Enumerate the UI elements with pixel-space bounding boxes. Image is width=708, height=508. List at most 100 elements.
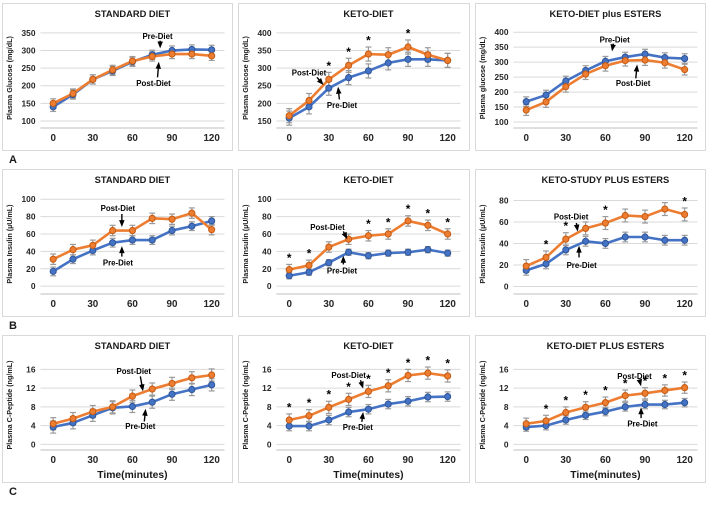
svg-text:80: 80 (263, 212, 273, 222)
svg-text:350: 350 (494, 42, 508, 52)
svg-text:80: 80 (499, 195, 509, 205)
svg-text:Pre-Diet: Pre-Diet (327, 101, 357, 110)
svg-text:100: 100 (22, 116, 36, 126)
svg-text:90: 90 (167, 133, 178, 144)
svg-text:60: 60 (363, 455, 374, 466)
svg-text:*: * (682, 368, 687, 382)
svg-text:40: 40 (499, 238, 509, 248)
svg-text:30: 30 (560, 133, 571, 144)
svg-text:*: * (406, 356, 411, 370)
svg-text:350: 350 (22, 28, 36, 38)
svg-text:30: 30 (87, 133, 98, 144)
svg-text:0: 0 (523, 299, 529, 310)
svg-text:KETO-STUDY PLUS ESTERS: KETO-STUDY PLUS ESTERS (541, 174, 669, 185)
svg-text:90: 90 (167, 299, 178, 310)
svg-text:90: 90 (639, 455, 650, 466)
svg-text:Post-Diet: Post-Diet (617, 372, 652, 381)
svg-text:Post-Diet: Post-Diet (116, 367, 151, 376)
svg-text:90: 90 (403, 299, 414, 310)
svg-text:0: 0 (287, 299, 293, 310)
svg-text:60: 60 (600, 455, 611, 466)
svg-text:*: * (386, 215, 391, 229)
svg-text:300: 300 (494, 57, 508, 67)
svg-text:120: 120 (440, 299, 457, 310)
svg-text:350: 350 (258, 45, 272, 55)
svg-text:Time(minutes): Time(minutes) (334, 470, 404, 481)
svg-text:Plasma Glucose (mg/dL): Plasma Glucose (mg/dL) (6, 35, 14, 119)
svg-text:*: * (603, 203, 608, 217)
svg-text:*: * (662, 371, 667, 385)
svg-text:250: 250 (22, 63, 36, 73)
svg-text:STANDARD DIET: STANDARD DIET (95, 340, 171, 351)
svg-text:30: 30 (560, 455, 571, 466)
svg-text:90: 90 (639, 133, 650, 144)
svg-text:8: 8 (267, 402, 272, 412)
svg-text:150: 150 (22, 98, 36, 108)
svg-text:Plasma Insulin (µU/mL): Plasma Insulin (µU/mL) (6, 204, 14, 284)
svg-text:*: * (287, 400, 292, 414)
svg-text:*: * (583, 388, 588, 402)
svg-text:*: * (642, 374, 647, 388)
svg-text:*: * (347, 45, 352, 59)
svg-text:90: 90 (403, 133, 414, 144)
svg-text:Plasma Insulin (µU/mL): Plasma Insulin (µU/mL) (479, 204, 487, 284)
svg-text:0: 0 (50, 133, 56, 144)
svg-text:4: 4 (267, 421, 272, 431)
chart-insulin-keto-study-esters: 0 20 40 60 80 KETO-STUDY PLUS ESTERS Plasma In… (474, 169, 706, 317)
chart-insulin-keto-diet: 0 20 40 60 80 100 KETO-DIET Plasma Insulin (µU/… (238, 169, 470, 317)
svg-text:200: 200 (258, 98, 272, 108)
row-label-c: C (9, 486, 17, 498)
svg-text:KETO-DIET: KETO-DIET (344, 174, 394, 185)
svg-text:120: 120 (440, 455, 457, 466)
svg-text:Time(minutes): Time(minutes) (97, 470, 167, 481)
svg-text:Plasma C-Peptide (ng/mL): Plasma C-Peptide (ng/mL) (6, 360, 14, 450)
svg-text:150: 150 (494, 102, 508, 112)
row-label-b: B (9, 320, 17, 332)
svg-text:*: * (347, 380, 352, 394)
chart-glucose-keto-diet-esters: 100 150 200 250 300 350 400 KETO-DIET plus ESTE… (474, 3, 706, 151)
svg-text:Pre-Diet: Pre-Diet (566, 261, 596, 270)
svg-text:*: * (623, 376, 628, 390)
svg-text:*: * (426, 206, 431, 220)
svg-text:60: 60 (363, 133, 374, 144)
svg-text:120: 120 (676, 299, 693, 310)
svg-text:30: 30 (324, 455, 335, 466)
svg-text:0: 0 (31, 281, 36, 291)
svg-text:60: 60 (26, 229, 36, 239)
svg-text:60: 60 (600, 133, 611, 144)
svg-text:400: 400 (494, 27, 508, 37)
svg-text:*: * (563, 393, 568, 407)
svg-text:*: * (446, 215, 451, 229)
svg-text:90: 90 (639, 299, 650, 310)
svg-text:*: * (366, 33, 371, 47)
svg-text:30: 30 (560, 299, 571, 310)
svg-text:40: 40 (263, 246, 273, 256)
svg-text:*: * (426, 353, 431, 367)
figure-row-b: 0 20 40 60 80 100 STANDARD DIET Plasma Insulin … (2, 169, 706, 317)
svg-text:*: * (603, 383, 608, 397)
svg-text:16: 16 (499, 364, 509, 374)
svg-text:60: 60 (600, 299, 611, 310)
svg-text:40: 40 (26, 246, 36, 256)
svg-text:*: * (307, 396, 312, 410)
svg-text:30: 30 (324, 133, 335, 144)
svg-text:*: * (287, 251, 292, 265)
svg-text:12: 12 (26, 383, 36, 393)
svg-text:Post-Diet: Post-Diet (101, 204, 136, 213)
svg-text:120: 120 (440, 133, 457, 144)
svg-text:300: 300 (22, 45, 36, 55)
chart-glucose-keto-diet: 150 200 250 300 350 400 KETO-DIET Plasma Glucos… (238, 3, 470, 151)
svg-text:Post-Diet: Post-Diet (553, 213, 588, 222)
svg-text:*: * (327, 388, 332, 402)
svg-text:16: 16 (26, 364, 36, 374)
svg-text:0: 0 (50, 455, 56, 466)
svg-text:60: 60 (127, 455, 138, 466)
svg-text:Pre-Diet: Pre-Diet (103, 259, 133, 268)
svg-text:4: 4 (503, 421, 508, 431)
svg-text:120: 120 (203, 133, 220, 144)
chart-insulin-standard-diet: 0 20 40 60 80 100 STANDARD DIET Plasma Insulin … (2, 169, 234, 317)
svg-text:Pre-Diet: Pre-Diet (627, 419, 657, 428)
svg-text:*: * (543, 237, 548, 251)
svg-text:100: 100 (22, 194, 36, 204)
